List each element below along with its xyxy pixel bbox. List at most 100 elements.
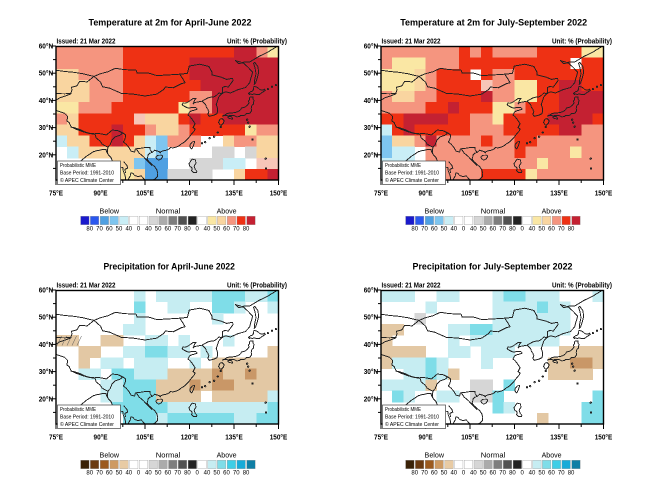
svg-text:0: 0 <box>462 226 466 232</box>
svg-text:105°E: 105°E <box>136 433 154 441</box>
svg-text:40: 40 <box>145 470 152 476</box>
svg-text:75°E: 75°E <box>49 189 63 197</box>
svg-text:20°N: 20°N <box>39 151 54 159</box>
svg-text:60: 60 <box>223 470 230 476</box>
svg-text:40: 40 <box>204 226 211 232</box>
svg-text:40: 40 <box>204 470 211 476</box>
svg-text:150°E: 150°E <box>270 189 288 197</box>
svg-text:50: 50 <box>155 226 162 232</box>
svg-text:Above: Above <box>542 452 562 459</box>
svg-text:Unit: % (Probability): Unit: % (Probability) <box>227 281 287 290</box>
svg-text:120°E: 120°E <box>181 189 199 197</box>
svg-text:60°N: 60°N <box>364 43 379 51</box>
svg-text:50°N: 50°N <box>364 70 379 78</box>
svg-text:80: 80 <box>184 470 191 476</box>
svg-text:40: 40 <box>145 226 152 232</box>
svg-text:75°E: 75°E <box>49 433 63 441</box>
svg-text:0: 0 <box>196 470 200 476</box>
svg-text:60°N: 60°N <box>39 43 54 51</box>
svg-text:40: 40 <box>470 226 477 232</box>
svg-text:40: 40 <box>450 470 457 476</box>
svg-text:70: 70 <box>96 226 103 232</box>
svg-text:60°N: 60°N <box>364 287 379 295</box>
svg-text:Precipitation for April-June 2: Precipitation for April-June 2022 <box>103 261 235 272</box>
svg-text:40: 40 <box>125 226 132 232</box>
svg-text:70: 70 <box>558 226 565 232</box>
svg-text:Above: Above <box>542 208 562 215</box>
svg-text:0: 0 <box>196 226 200 232</box>
svg-text:40: 40 <box>450 226 457 232</box>
svg-text:Normal: Normal <box>156 208 181 215</box>
svg-text:50: 50 <box>116 226 123 232</box>
svg-text:60: 60 <box>165 470 172 476</box>
svg-text:135°E: 135°E <box>225 433 243 441</box>
svg-text:© APEC Climate Center: © APEC Climate Center <box>60 177 114 184</box>
svg-text:50: 50 <box>213 226 220 232</box>
svg-text:80: 80 <box>243 226 250 232</box>
svg-text:Probabilistic MME: Probabilistic MME <box>60 163 96 169</box>
svg-text:50: 50 <box>155 470 162 476</box>
svg-text:Below: Below <box>100 452 120 459</box>
svg-text:Normal: Normal <box>481 208 506 215</box>
svg-text:105°E: 105°E <box>461 433 479 441</box>
svg-text:70: 70 <box>96 470 103 476</box>
svg-text:80: 80 <box>86 226 93 232</box>
svg-text:70: 70 <box>233 226 240 232</box>
svg-text:Below: Below <box>425 452 445 459</box>
svg-text:Unit: % (Probability): Unit: % (Probability) <box>552 281 612 290</box>
svg-text:Precipitation for July-Septemb: Precipitation for July-September 2022 <box>413 261 573 272</box>
svg-text:60: 60 <box>431 226 438 232</box>
svg-text:80: 80 <box>184 226 191 232</box>
svg-text:50: 50 <box>116 470 123 476</box>
svg-text:80: 80 <box>509 226 516 232</box>
svg-text:40°N: 40°N <box>39 341 54 349</box>
svg-text:0: 0 <box>521 470 525 476</box>
svg-text:30°N: 30°N <box>364 368 379 376</box>
svg-text:70: 70 <box>558 470 565 476</box>
svg-text:Temperature at 2m for July-Sep: Temperature at 2m for July-September 202… <box>400 17 587 28</box>
svg-text:75°E: 75°E <box>374 189 388 197</box>
svg-text:60: 60 <box>223 226 230 232</box>
svg-text:80: 80 <box>86 470 93 476</box>
svg-text:135°E: 135°E <box>550 189 568 197</box>
svg-text:50: 50 <box>441 226 448 232</box>
svg-text:Probabilistic MME: Probabilistic MME <box>60 407 96 413</box>
svg-text:50: 50 <box>538 226 545 232</box>
svg-text:80: 80 <box>568 226 575 232</box>
svg-text:© APEC Climate Center: © APEC Climate Center <box>385 421 439 428</box>
svg-text:Probabilistic MME: Probabilistic MME <box>385 163 421 169</box>
svg-text:120°E: 120°E <box>181 433 199 441</box>
svg-text:70: 70 <box>421 470 428 476</box>
svg-text:60: 60 <box>490 470 497 476</box>
svg-text:Normal: Normal <box>481 452 506 459</box>
svg-text:Base Period: 1991-2010: Base Period: 1991-2010 <box>385 415 440 421</box>
svg-text:0: 0 <box>137 226 141 232</box>
svg-text:75°E: 75°E <box>374 433 388 441</box>
svg-text:120°E: 120°E <box>506 189 524 197</box>
svg-text:80: 80 <box>243 470 250 476</box>
svg-text:Base Period: 1991-2010: Base Period: 1991-2010 <box>385 171 440 177</box>
svg-text:50: 50 <box>538 470 545 476</box>
svg-text:90°E: 90°E <box>419 433 433 441</box>
svg-text:120°E: 120°E <box>506 433 524 441</box>
svg-text:40: 40 <box>470 470 477 476</box>
svg-text:Below: Below <box>425 208 445 215</box>
svg-text:40: 40 <box>529 470 536 476</box>
svg-text:30°N: 30°N <box>39 124 54 132</box>
svg-text:50: 50 <box>441 470 448 476</box>
svg-text:90°E: 90°E <box>94 433 108 441</box>
svg-text:70: 70 <box>233 470 240 476</box>
svg-text:50: 50 <box>480 226 487 232</box>
svg-text:Above: Above <box>217 208 237 215</box>
svg-text:80: 80 <box>411 226 418 232</box>
svg-text:60: 60 <box>106 226 113 232</box>
svg-text:Below: Below <box>100 208 120 215</box>
svg-text:Normal: Normal <box>156 452 181 459</box>
svg-text:40: 40 <box>125 470 132 476</box>
svg-text:90°E: 90°E <box>419 189 433 197</box>
svg-text:Issued: 21 Mar 2022: Issued: 21 Mar 2022 <box>382 281 441 290</box>
svg-text:60: 60 <box>490 226 497 232</box>
svg-text:60: 60 <box>548 470 555 476</box>
svg-text:70: 70 <box>499 470 506 476</box>
svg-text:30°N: 30°N <box>39 368 54 376</box>
